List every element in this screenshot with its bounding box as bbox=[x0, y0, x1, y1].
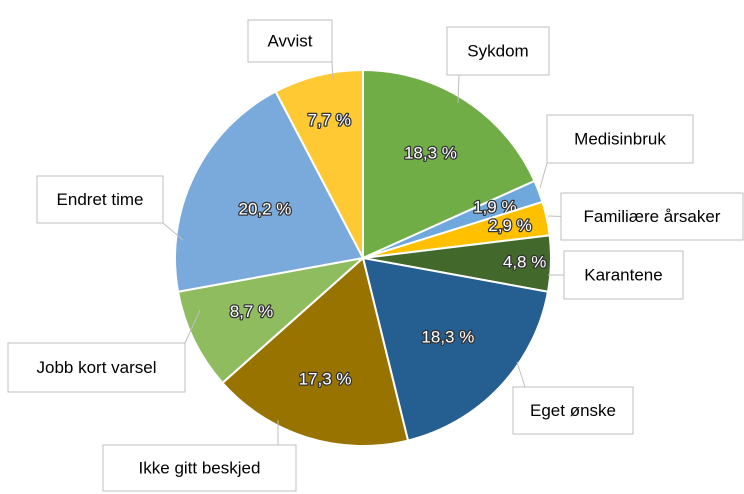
category-label: Jobb kort varsel bbox=[37, 358, 157, 377]
callout-pointer bbox=[539, 162, 548, 189]
category-label: Karantene bbox=[584, 265, 662, 284]
callout-box bbox=[102, 444, 297, 492]
callout-box bbox=[512, 386, 634, 435]
pie-slice bbox=[362, 68, 536, 260]
value-label: 17,3 % bbox=[299, 370, 352, 389]
callout-box bbox=[446, 26, 550, 76]
callout-pointer bbox=[516, 361, 526, 388]
value-label: 2,9 % bbox=[488, 216, 531, 235]
callout-box bbox=[7, 342, 186, 393]
category-label: Familiære årsaker bbox=[584, 207, 721, 226]
callout-pointer bbox=[457, 74, 460, 104]
category-label: Avvist bbox=[267, 31, 312, 50]
pie-slice bbox=[176, 256, 367, 385]
pie-slice bbox=[174, 90, 365, 293]
callout-box bbox=[563, 250, 684, 300]
callout-box bbox=[36, 175, 164, 224]
category-label: Eget ønske bbox=[530, 401, 616, 420]
callout-box bbox=[247, 19, 333, 63]
value-label: 18,3 % bbox=[404, 143, 457, 162]
category-label: Endret time bbox=[57, 190, 144, 209]
value-label: 1,9 % bbox=[473, 197, 516, 216]
pie-slice bbox=[274, 68, 364, 259]
callout-box bbox=[560, 192, 744, 241]
category-label: Sykdom bbox=[467, 41, 528, 60]
value-label: 20,2 % bbox=[239, 200, 292, 219]
value-label: 7,7 % bbox=[308, 111, 351, 130]
callout-pointer bbox=[331, 61, 334, 79]
pie-slice bbox=[361, 256, 550, 442]
callout-box bbox=[546, 114, 694, 164]
value-label: 4,8 % bbox=[503, 252, 546, 271]
callout-pointer bbox=[162, 222, 184, 241]
pie-slice bbox=[221, 256, 410, 447]
category-label: Ikke gitt beskjed bbox=[139, 458, 261, 477]
callout-pointer bbox=[547, 215, 562, 217]
value-label: 8,7 % bbox=[230, 302, 273, 321]
callout-pointer bbox=[184, 309, 201, 344]
category-label: Medisinbruk bbox=[574, 129, 666, 148]
value-label: 18,3 % bbox=[421, 327, 474, 346]
